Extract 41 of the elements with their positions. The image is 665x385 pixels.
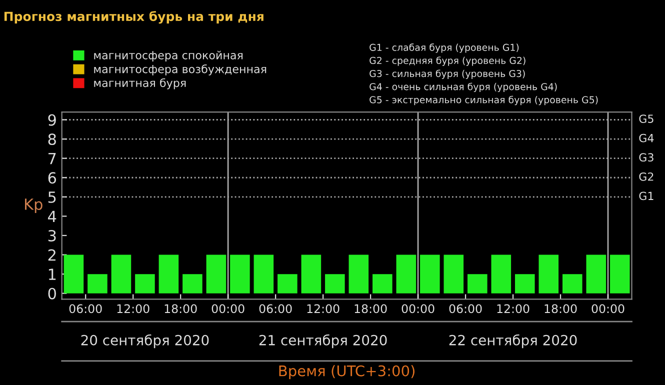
y-tick-label: 5 (48, 192, 56, 203)
ref-line-label: G1 (639, 192, 654, 200)
ref-line-label: G2 (639, 172, 654, 181)
y-axis-title: Kp (25, 198, 42, 213)
x-tick-label: 00:00 (592, 304, 624, 314)
x-tick-label: 12:00 (497, 304, 530, 314)
x-tick-label: 00:00 (402, 304, 434, 314)
ref-line-label: G3 (639, 153, 654, 162)
text: G2 - средняя буря (уровень G2) (370, 56, 526, 66)
y-tick-label: 6 (48, 172, 56, 184)
legend-label: магнитная буря (94, 78, 186, 90)
y-tick-label: 9 (48, 114, 56, 126)
ref-line-label: G5 (639, 114, 654, 123)
text: 22 сентября 2020 (449, 334, 577, 348)
x-tick-label: 06:00 (69, 304, 102, 314)
text: G3 - сильная буря (уровень G3) (370, 70, 525, 79)
y-tick-label: 7 (48, 152, 56, 164)
text: G4 - очень сильная буря (уровень G4) (370, 82, 557, 92)
x-axis-title: Время (UTC+3:00) (279, 365, 414, 380)
x-tick-label: 06:00 (259, 304, 292, 314)
x-tick-label: 06:00 (449, 304, 482, 314)
y-tick-label: 1 (48, 268, 56, 280)
x-tick-label: 18:00 (164, 304, 197, 314)
text: G5 - экстремально сильная буря (уровень G5) (370, 96, 598, 106)
text: 21 сентября 2020 (259, 334, 387, 348)
legend-label: магнитосфера возбужденная (94, 64, 266, 76)
y-tick-label: 3 (48, 230, 56, 242)
x-tick-label: 12:00 (307, 304, 340, 314)
y-tick-label: 0 (48, 288, 56, 300)
text: 20 сентября 2020 (81, 334, 209, 348)
x-tick-label: 18:00 (354, 304, 387, 314)
x-tick-label: 18:00 (544, 304, 577, 314)
y-tick-label: 2 (48, 249, 56, 261)
y-tick-label: 4 (48, 210, 56, 222)
y-tick-label: 8 (48, 134, 56, 146)
x-tick-label: 00:00 (212, 304, 244, 314)
x-tick-label: 12:00 (117, 304, 150, 314)
text: G1 - слабая буря (уровень G1) (370, 43, 519, 53)
ref-line-label: G4 (639, 134, 654, 142)
legend-label: магнитосфера спокойная (94, 50, 243, 62)
chart-title: Прогноз магнитных бурь на три дня (4, 11, 264, 24)
